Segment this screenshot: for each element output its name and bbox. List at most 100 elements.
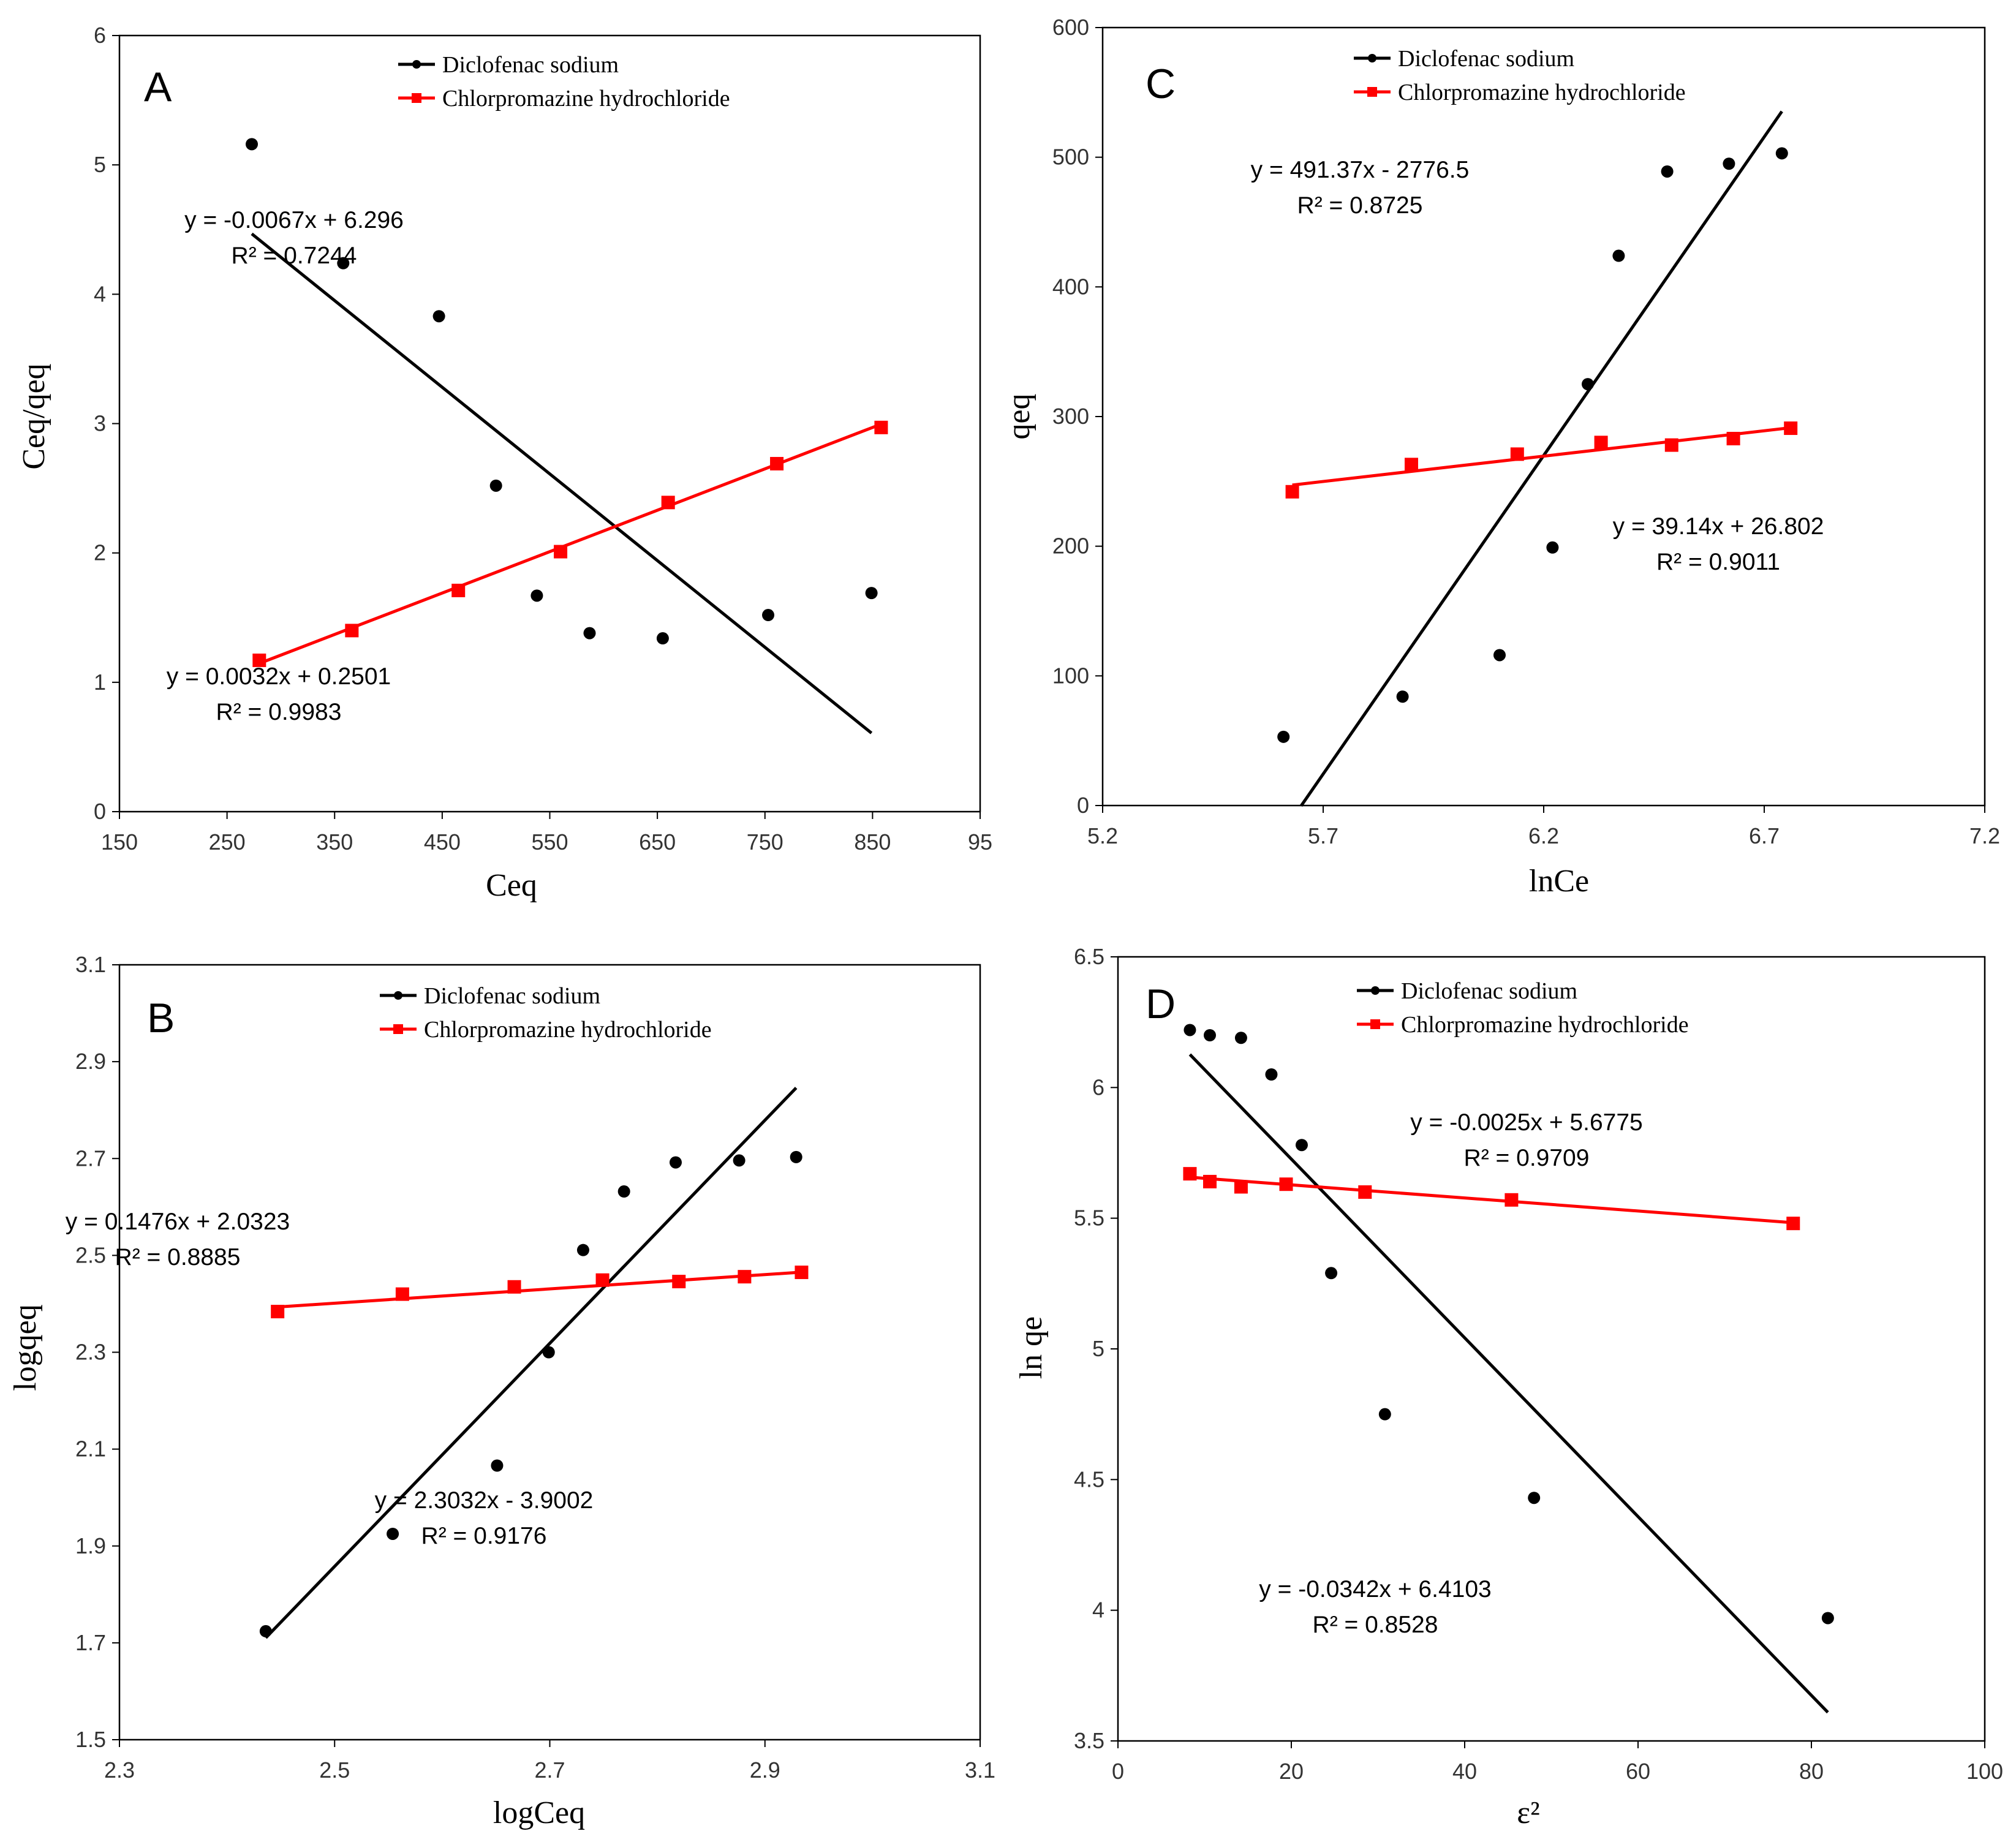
y-tick-label: 2.7 <box>75 1146 106 1171</box>
trendline <box>1188 1053 1829 1714</box>
series-chlorpromazine: y = 0.1476x + 2.0323 R² = 0.8885 <box>66 1209 809 1319</box>
y-tick-label: 2.5 <box>75 1242 106 1267</box>
legend-marker <box>412 60 421 69</box>
data-point <box>1821 1612 1834 1625</box>
data-point <box>554 545 568 559</box>
equation-label: y = 0.1476x + 2.0323 <box>66 1209 290 1235</box>
data-point <box>507 1280 521 1294</box>
y-axis-label: Ceq/qeq <box>17 363 51 469</box>
data-point <box>1405 458 1418 472</box>
y-tick-label: 500 <box>1052 145 1089 170</box>
legend-label: Chlorpromazine hydrochloride <box>442 86 730 111</box>
r-squared-label: R² = 0.7244 <box>232 243 357 269</box>
data-point <box>1784 421 1798 436</box>
r-squared-label: R² = 0.9011 <box>1656 549 1780 575</box>
y-tick-label: 100 <box>1052 663 1089 688</box>
y-tick-label: 0 <box>94 799 106 824</box>
data-point <box>259 1625 272 1637</box>
data-point <box>1234 1032 1247 1044</box>
panel-letter: A <box>144 64 172 110</box>
equation-label: y = 39.14x + 26.802 <box>1613 513 1824 540</box>
x-tick-label: 2.9 <box>750 1757 780 1783</box>
data-point <box>1396 690 1409 703</box>
series-diclofenac: y = 2.3032x - 3.9002 R² = 0.9176 <box>259 1087 802 1639</box>
legend: Diclofenac sodium Chlorpromazine hydrochl… <box>1357 978 1689 1038</box>
panel-letter: C <box>1146 61 1176 107</box>
data-point <box>1504 1193 1519 1207</box>
r-squared-label: R² = 0.9709 <box>1464 1145 1590 1171</box>
data-point <box>1664 438 1678 452</box>
data-point <box>1358 1185 1372 1199</box>
y-tick-label: 4 <box>1092 1598 1104 1623</box>
data-point <box>432 310 445 323</box>
data-point <box>1493 649 1506 662</box>
x-tick-label: 5.2 <box>1087 823 1118 848</box>
x-tick-label: 60 <box>1626 1759 1650 1784</box>
data-point <box>656 632 669 645</box>
x-tick-label: 0 <box>1112 1759 1124 1784</box>
data-point <box>1234 1180 1248 1194</box>
y-tick-label: 1 <box>94 670 106 695</box>
panel-letter: D <box>1146 981 1176 1027</box>
data-point <box>672 1275 686 1289</box>
y-tick-label: 1.9 <box>75 1533 106 1558</box>
y-tick-label: 5 <box>94 152 106 177</box>
y-tick-label: 600 <box>1052 15 1089 40</box>
x-axis-label: logCeq <box>493 1795 585 1830</box>
y-tick-label: 1.7 <box>75 1630 106 1655</box>
equation-label: y = 2.3032x - 3.9002 <box>375 1487 594 1514</box>
x-tick-label: 100 <box>1966 1759 2003 1784</box>
data-point <box>617 1185 630 1198</box>
y-tick-label: 6 <box>94 23 106 48</box>
data-point <box>1279 1177 1293 1191</box>
panel-letter: B <box>147 995 175 1041</box>
data-point <box>1378 1408 1391 1421</box>
y-tick-label: 400 <box>1052 274 1089 299</box>
data-point <box>1203 1029 1216 1041</box>
chart-panel-a: 150 250 350 450 550 650 750 850 950123456CeqCeq/… <box>17 23 992 903</box>
data-point <box>1723 157 1735 170</box>
x-tick-label: 650 <box>639 829 676 855</box>
x-tick-label: 3.1 <box>965 1757 995 1783</box>
legend-marker <box>1368 54 1376 62</box>
y-tick-label: 2.9 <box>75 1049 106 1074</box>
data-point <box>1184 1024 1196 1036</box>
r-squared-label: R² = 0.9983 <box>216 699 342 725</box>
series-chlorpromazine: y = 0.0032x + 0.2501 R² = 0.9983 <box>167 420 888 725</box>
y-axis-label: ln qe <box>1014 1316 1049 1380</box>
x-tick-label: 2.5 <box>319 1757 350 1783</box>
y-tick-label: 5.5 <box>1074 1206 1104 1231</box>
x-tick-label: 850 <box>854 829 891 855</box>
trendline <box>265 1087 798 1639</box>
y-tick-label: 5 <box>1092 1336 1104 1361</box>
data-point <box>583 627 596 640</box>
data-point <box>874 420 888 434</box>
x-tick-label: 80 <box>1799 1759 1824 1784</box>
data-point <box>1546 541 1559 554</box>
legend-marker <box>412 93 421 103</box>
r-squared-label: R² = 0.8885 <box>115 1244 241 1270</box>
data-point <box>1582 378 1594 391</box>
x-tick-label: 350 <box>316 829 353 855</box>
legend-marker <box>1371 986 1380 995</box>
data-point <box>542 1346 555 1359</box>
data-point <box>1325 1267 1338 1280</box>
data-point <box>1528 1492 1541 1504</box>
data-point <box>1612 249 1625 262</box>
data-point <box>491 1459 504 1472</box>
data-point <box>395 1287 409 1301</box>
data-point <box>252 653 266 667</box>
data-point <box>451 583 466 597</box>
data-point <box>1786 1217 1800 1231</box>
equation-label: y = 0.0032x + 0.2501 <box>167 663 391 690</box>
trendline <box>277 1270 802 1309</box>
y-tick-label: 4.5 <box>1074 1466 1104 1492</box>
x-tick-label: 20 <box>1279 1759 1304 1784</box>
y-tick-label: 300 <box>1052 404 1089 429</box>
data-point <box>1775 147 1788 160</box>
data-point <box>661 496 675 510</box>
equation-label: y = -0.0025x + 5.6775 <box>1410 1109 1642 1136</box>
data-point <box>1202 1174 1217 1188</box>
y-tick-label: 1.5 <box>75 1727 106 1752</box>
trendline <box>251 232 873 734</box>
